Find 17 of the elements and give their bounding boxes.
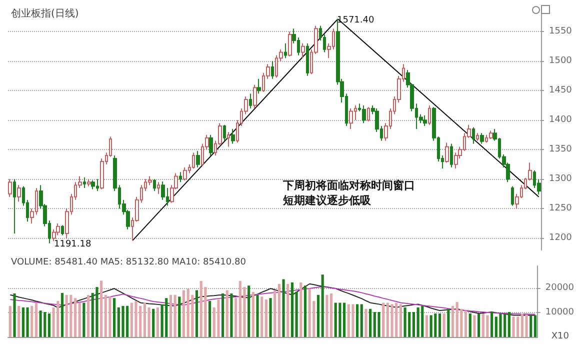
y-tick-label: 1450 [549, 86, 572, 96]
text: X10 [551, 332, 570, 342]
annotation: 1191.18 [54, 240, 92, 250]
annotation: 下周初将面临对称时间窗口 [282, 179, 415, 192]
y-tick-label: 1350 [549, 144, 572, 155]
y-tick-label: 10000 [545, 308, 574, 318]
y-tick-label: 1400 [549, 115, 572, 126]
chart-title: VOLUME: 85481.40 MA5: 85132.80 MA10: 85410.80 [11, 258, 246, 268]
annotation: 短期建议逐步低吸 [282, 194, 372, 207]
y-tick-label: 1250 [549, 204, 572, 214]
y-tick-label: 20000 [545, 283, 574, 294]
y-tick-label: 1550 [549, 26, 572, 37]
y-tick-label: 1500 [549, 56, 572, 66]
annotation: 1571.40 [337, 16, 374, 26]
y-tick-label: 1300 [549, 174, 572, 184]
chart-title: 创业板指(日线) [11, 8, 79, 20]
y-tick-label: 1200 [549, 233, 572, 244]
